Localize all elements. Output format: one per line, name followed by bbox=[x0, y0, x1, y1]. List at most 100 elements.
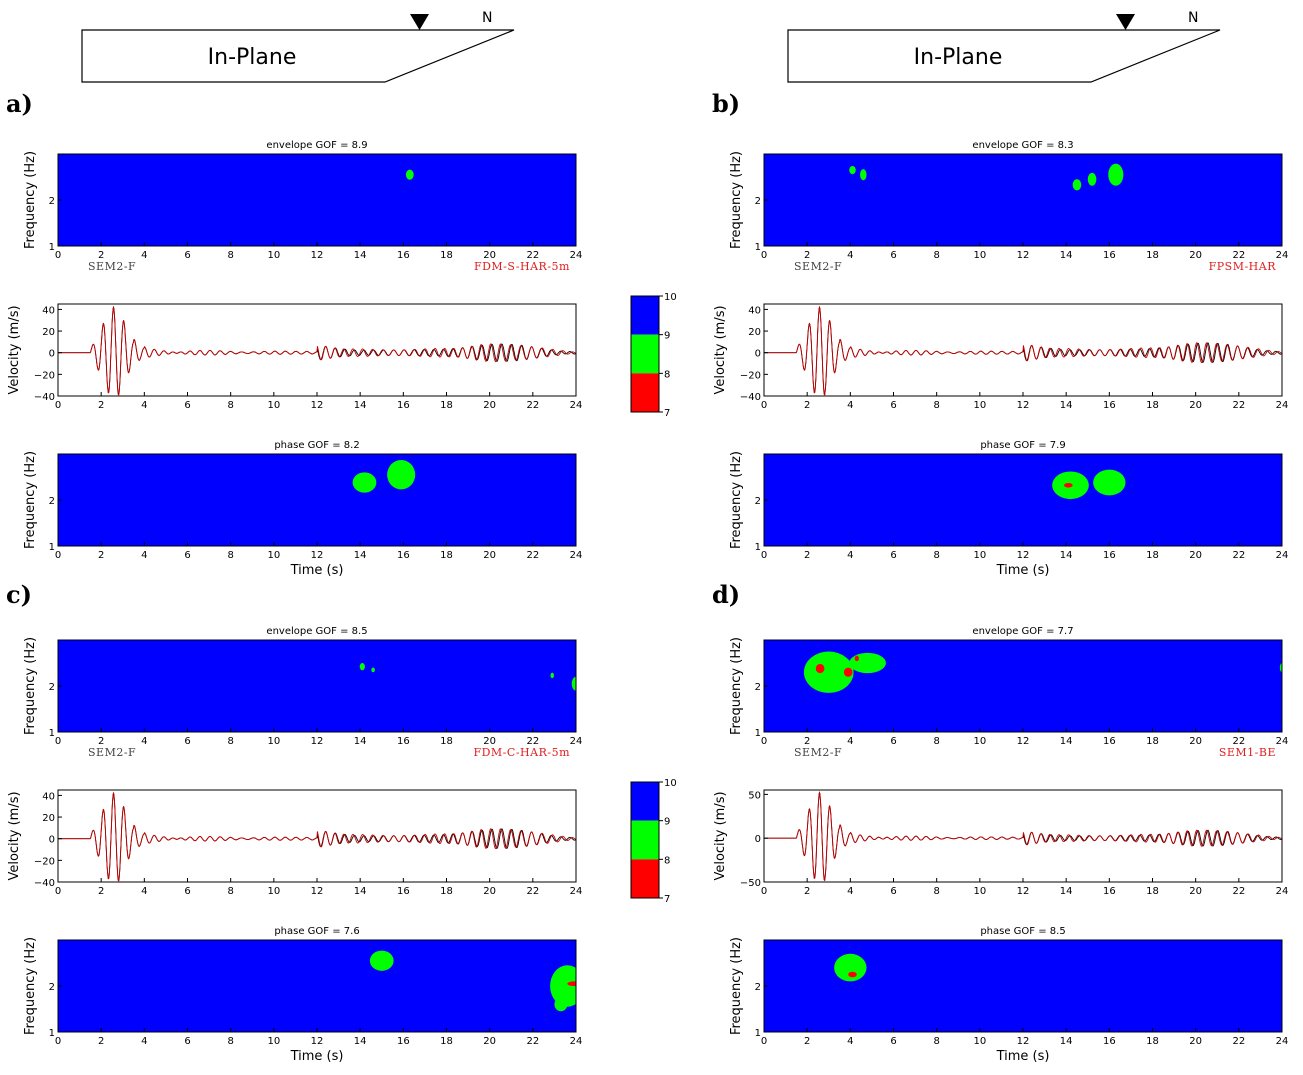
x-tick-label: 18 bbox=[1146, 886, 1159, 897]
x-tick-label: 16 bbox=[397, 400, 410, 411]
gof-blob bbox=[369, 950, 394, 971]
x-tick-label: 18 bbox=[440, 1036, 453, 1047]
x-tick-label: 8 bbox=[933, 250, 939, 261]
y-tick-label: 20 bbox=[42, 327, 55, 338]
x-tick-label: 6 bbox=[184, 736, 190, 747]
frequency-axis-label: Frequency (Hz) bbox=[23, 937, 38, 1035]
x-tick-label: 8 bbox=[933, 886, 939, 897]
gof-background bbox=[764, 454, 1282, 546]
frequency-axis-label: Frequency (Hz) bbox=[729, 637, 744, 735]
x-tick-label: 6 bbox=[890, 1036, 896, 1047]
gof-title: envelope GOF = 7.7 bbox=[972, 626, 1073, 637]
frequency-axis-label: Frequency (Hz) bbox=[729, 451, 744, 549]
x-tick-label: 2 bbox=[98, 400, 104, 411]
y-tick-label: 0 bbox=[49, 349, 55, 360]
x-tick-label: 20 bbox=[1189, 736, 1202, 747]
y-tick-label: 1 bbox=[49, 728, 55, 739]
station-triangle-icon bbox=[410, 14, 429, 30]
panel-label: b) bbox=[712, 89, 740, 118]
x-tick-label: 14 bbox=[354, 1036, 367, 1047]
gof-blob bbox=[554, 997, 568, 1012]
y-tick-label: 1 bbox=[49, 242, 55, 253]
x-tick-label: 16 bbox=[1103, 1036, 1116, 1047]
colorbar-segment bbox=[631, 859, 659, 898]
colorbar-segment bbox=[631, 782, 659, 821]
x-tick-label: 20 bbox=[483, 1036, 496, 1047]
x-tick-label: 22 bbox=[1232, 736, 1245, 747]
gof-blob bbox=[848, 971, 857, 978]
x-tick-label: 20 bbox=[483, 736, 496, 747]
x-tick-label: 14 bbox=[1060, 400, 1073, 411]
colorbar-tick-label: 10 bbox=[664, 778, 677, 789]
gof-blob bbox=[567, 981, 576, 986]
x-tick-label: 20 bbox=[1189, 886, 1202, 897]
y-tick-label: 2 bbox=[755, 496, 761, 507]
gof-title: envelope GOF = 8.5 bbox=[266, 626, 367, 637]
gof-title: phase GOF = 8.2 bbox=[274, 440, 359, 451]
x-tick-label: 24 bbox=[1276, 886, 1289, 897]
x-tick-label: 0 bbox=[761, 550, 767, 561]
x-tick-label: 14 bbox=[354, 886, 367, 897]
y-tick-label: 40 bbox=[42, 791, 55, 802]
x-tick-label: 0 bbox=[55, 1036, 61, 1047]
x-tick-label: 12 bbox=[1017, 1036, 1030, 1047]
gof-blob bbox=[843, 667, 853, 677]
x-tick-label: 10 bbox=[973, 250, 986, 261]
x-tick-label: 4 bbox=[141, 736, 147, 747]
y-tick-label: 1 bbox=[755, 1028, 761, 1039]
gof-blob bbox=[571, 676, 576, 691]
x-tick-label: 0 bbox=[55, 736, 61, 747]
colorbar-tick-label: 8 bbox=[664, 855, 670, 866]
x-tick-label: 14 bbox=[1060, 886, 1073, 897]
x-tick-label: 8 bbox=[227, 886, 233, 897]
gof-blob bbox=[550, 672, 554, 679]
x-tick-label: 12 bbox=[311, 250, 324, 261]
time-axis-label: Time (s) bbox=[290, 563, 344, 578]
x-tick-label: 16 bbox=[397, 1036, 410, 1047]
x-tick-label: 10 bbox=[267, 400, 280, 411]
x-tick-label: 22 bbox=[526, 736, 539, 747]
x-tick-label: 0 bbox=[761, 736, 767, 747]
x-tick-label: 6 bbox=[890, 250, 896, 261]
x-tick-label: 12 bbox=[311, 886, 324, 897]
x-tick-label: 2 bbox=[98, 886, 104, 897]
y-tick-label: 2 bbox=[49, 496, 55, 507]
x-tick-label: 2 bbox=[804, 1036, 810, 1047]
x-tick-label: 20 bbox=[1189, 250, 1202, 261]
gof-title: phase GOF = 7.9 bbox=[980, 440, 1065, 451]
velocity-axis-label: Velocity (m/s) bbox=[7, 791, 22, 880]
x-tick-label: 14 bbox=[354, 736, 367, 747]
x-tick-label: 18 bbox=[440, 400, 453, 411]
x-tick-label: 16 bbox=[397, 736, 410, 747]
colorbar-segment bbox=[631, 334, 659, 374]
reference-model-label: SEM2-F bbox=[794, 746, 842, 759]
gof-background bbox=[58, 454, 576, 546]
gof-blob bbox=[371, 667, 375, 673]
y-tick-label: 2 bbox=[49, 682, 55, 693]
colorbar-tick-label: 10 bbox=[664, 292, 677, 303]
x-tick-label: 22 bbox=[526, 400, 539, 411]
y-tick-label: 20 bbox=[42, 813, 55, 824]
x-tick-label: 6 bbox=[890, 550, 896, 561]
comparison-model-label: SEM1-BE bbox=[1219, 746, 1276, 759]
y-tick-label: 2 bbox=[49, 982, 55, 993]
gof-blob bbox=[834, 953, 867, 982]
colorbar-tick-label: 7 bbox=[664, 894, 670, 905]
y-tick-label: 2 bbox=[755, 196, 761, 207]
x-tick-label: 4 bbox=[847, 400, 853, 411]
gof-blob bbox=[359, 663, 365, 671]
x-tick-label: 20 bbox=[1189, 1036, 1202, 1047]
x-tick-label: 2 bbox=[98, 250, 104, 261]
y-tick-label: −40 bbox=[34, 392, 55, 403]
x-tick-label: 16 bbox=[397, 550, 410, 561]
gof-blob bbox=[849, 165, 856, 175]
reference-model-label: SEM2-F bbox=[88, 746, 136, 759]
x-tick-label: 6 bbox=[890, 736, 896, 747]
x-tick-label: 10 bbox=[973, 400, 986, 411]
x-tick-label: 6 bbox=[890, 886, 896, 897]
gof-background bbox=[764, 154, 1282, 246]
